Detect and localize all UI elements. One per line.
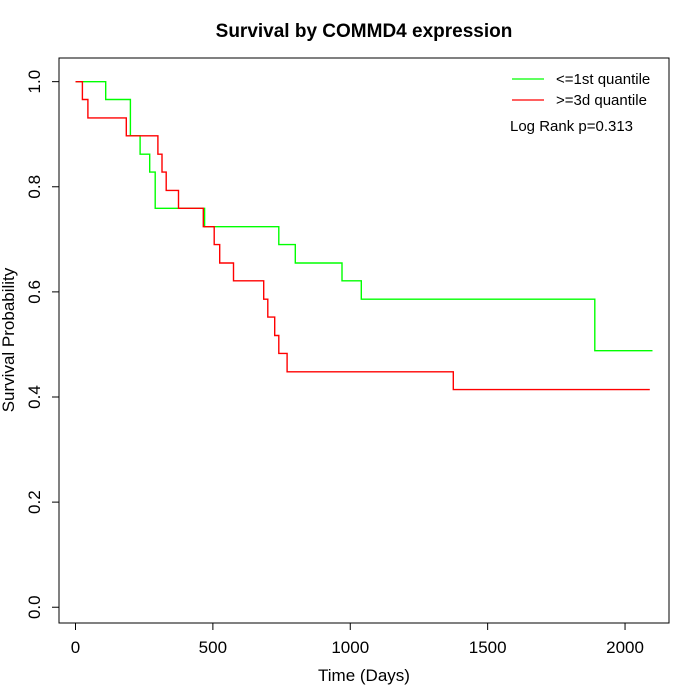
x-axis-label: Time (Days): [318, 666, 410, 685]
y-tick-label: 0.0: [25, 595, 44, 619]
x-tick-label: 1500: [469, 638, 507, 657]
y-axis: 0.0 0.2 0.4 0.6 0.8 1.0: [25, 70, 60, 619]
y-tick-label: 0.2: [25, 490, 44, 514]
survival-curves: [75, 81, 653, 391]
legend: <=1st quantile >=3d quantile: [512, 71, 650, 109]
y-tick-label: 0.4: [25, 385, 44, 409]
x-axis: 0 500 1000 1500 2000: [71, 622, 644, 657]
legend-label-series-1: >=3d quantile: [556, 92, 647, 109]
series-line-1: [75, 81, 650, 391]
y-tick-label: 0.6: [25, 280, 44, 304]
plot-frame: [58, 57, 670, 624]
series-line-0: [75, 81, 653, 352]
y-axis-label: Survival Probability: [0, 267, 18, 412]
legend-label-series-0: <=1st quantile: [556, 71, 650, 88]
x-tick-label: 2000: [606, 638, 644, 657]
x-tick-label: 500: [199, 638, 227, 657]
log-rank-annotation: Log Rank p=0.313: [510, 118, 633, 135]
x-tick-label: 1000: [331, 638, 369, 657]
y-tick-label: 0.8: [25, 175, 44, 199]
y-tick-label: 1.0: [25, 70, 44, 94]
x-tick-label: 0: [71, 638, 80, 657]
chart-title: Survival by COMMD4 expression: [216, 21, 513, 42]
